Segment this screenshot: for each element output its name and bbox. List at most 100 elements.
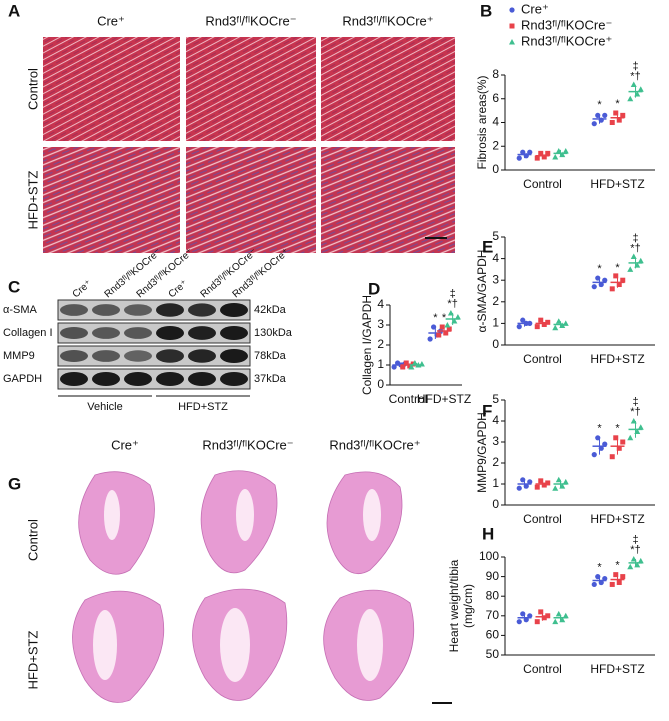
blot-band bbox=[188, 372, 216, 386]
dot bbox=[562, 478, 569, 485]
dot bbox=[516, 155, 522, 161]
blot-band bbox=[220, 349, 248, 363]
blot-band bbox=[188, 349, 216, 363]
blot-band bbox=[124, 350, 152, 362]
dot bbox=[407, 363, 413, 369]
y-tick-label: 2 bbox=[492, 455, 499, 469]
dot bbox=[602, 277, 608, 283]
dot bbox=[541, 154, 547, 160]
dot bbox=[637, 257, 644, 264]
dot bbox=[602, 112, 608, 118]
dot bbox=[443, 330, 449, 336]
row-label: HFD+STZ bbox=[25, 631, 40, 690]
dot bbox=[545, 319, 551, 325]
blot-band bbox=[156, 326, 184, 340]
significance: *† bbox=[447, 298, 457, 310]
y-tick-label: 4 bbox=[377, 297, 384, 311]
significance: * bbox=[597, 423, 602, 435]
row-label: Control bbox=[25, 68, 40, 110]
significance: ‡ bbox=[632, 396, 638, 408]
lane-label: Rnd3ᶠˡ/ᶠˡKOCre⁻ bbox=[103, 247, 164, 301]
blot-band bbox=[60, 350, 88, 362]
dot bbox=[609, 581, 615, 587]
dot bbox=[408, 364, 415, 370]
dot bbox=[591, 284, 597, 290]
y-tick-label: 80 bbox=[486, 588, 500, 602]
dot bbox=[616, 282, 622, 288]
dot bbox=[527, 149, 533, 155]
significance: * bbox=[615, 560, 620, 572]
band-label: MMP9 bbox=[3, 350, 35, 362]
y-tick-label: 50 bbox=[486, 647, 500, 661]
band-size: 130kDa bbox=[254, 327, 293, 339]
significance: *† bbox=[630, 242, 640, 254]
dot bbox=[427, 336, 433, 342]
dot bbox=[516, 324, 522, 330]
significance: *† bbox=[630, 544, 640, 556]
dot bbox=[613, 435, 619, 441]
x-tick-label: HFD+STZ bbox=[417, 392, 471, 406]
y-tick-label: 3 bbox=[492, 434, 499, 448]
dot bbox=[538, 150, 544, 156]
blot-band bbox=[92, 327, 120, 339]
significance: * bbox=[597, 263, 602, 275]
dot bbox=[541, 321, 547, 327]
blot-band bbox=[188, 303, 216, 317]
significance: * bbox=[615, 423, 620, 435]
column-label: Cre⁺ bbox=[97, 13, 125, 28]
legend-label: Cre⁺ bbox=[521, 1, 549, 16]
y-tick-label: 0 bbox=[492, 497, 499, 511]
dot bbox=[454, 314, 461, 320]
dot bbox=[613, 110, 619, 116]
histology-images bbox=[43, 37, 455, 253]
lane-label: Cre⁺ bbox=[71, 278, 94, 300]
dot bbox=[545, 150, 551, 156]
x-tick-label: HFD+STZ bbox=[590, 662, 644, 676]
y-tick-label: 0 bbox=[492, 162, 499, 176]
blot-band bbox=[92, 372, 120, 386]
y-tick-label: 1 bbox=[377, 357, 384, 371]
dot bbox=[509, 7, 515, 13]
panel-label: C bbox=[8, 277, 20, 296]
lane-label: Rnd3ᶠˡ/ᶠˡKOCre⁺ bbox=[231, 247, 292, 301]
dot bbox=[562, 612, 569, 619]
dot bbox=[403, 360, 409, 366]
blot-band bbox=[220, 303, 248, 317]
lane-label: Rnd3ᶠˡ/ᶠˡKOCre⁺ bbox=[135, 247, 196, 301]
y-tick-label: 2 bbox=[492, 294, 499, 308]
panel-label: D bbox=[368, 279, 380, 298]
dot bbox=[439, 324, 445, 330]
significance: * bbox=[442, 312, 447, 324]
dot bbox=[637, 86, 644, 92]
lane-label: Rnd3ᶠˡ/ᶠˡKOCre⁻ bbox=[199, 247, 260, 301]
x-tick-label: HFD+STZ bbox=[590, 512, 644, 526]
blot-band bbox=[156, 349, 184, 363]
y-axis-label: Fibrosis areas(%) bbox=[475, 75, 489, 169]
dot bbox=[552, 618, 559, 625]
panel-label: H bbox=[482, 524, 494, 543]
blot-band bbox=[124, 372, 152, 386]
dot bbox=[534, 155, 540, 161]
dot bbox=[516, 619, 522, 625]
y-tick-label: 0 bbox=[492, 337, 499, 351]
y-tick-label: 3 bbox=[377, 317, 384, 331]
y-axis-label: α-SMA/GAPDH bbox=[475, 250, 489, 333]
blot-band bbox=[92, 350, 120, 362]
heart-images bbox=[72, 470, 452, 704]
y-tick-label: 90 bbox=[486, 569, 500, 583]
blot-band bbox=[156, 303, 184, 317]
significance: ‡ bbox=[632, 534, 638, 546]
dot bbox=[613, 273, 619, 279]
panel-label: G bbox=[8, 474, 21, 493]
y-tick-label: 4 bbox=[492, 115, 499, 129]
legend-label: Rnd3ᶠˡ/ᶠˡKOCre⁺ bbox=[521, 33, 612, 48]
y-tick-label: 4 bbox=[492, 251, 499, 265]
column-label: Rnd3ᶠˡ/ᶠˡKOCre⁺ bbox=[342, 13, 433, 28]
dot bbox=[552, 485, 559, 491]
band-label: Collagen I bbox=[3, 327, 53, 339]
y-tick-label: 3 bbox=[492, 272, 499, 286]
dot bbox=[609, 120, 615, 125]
dot bbox=[559, 616, 566, 623]
group-label: HFD+STZ bbox=[178, 401, 228, 413]
blot-band bbox=[60, 372, 88, 386]
